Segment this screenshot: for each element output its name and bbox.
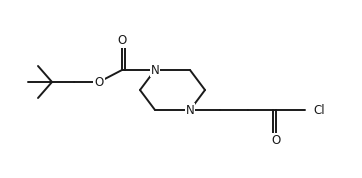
Text: O: O — [117, 35, 127, 48]
Text: Cl: Cl — [313, 103, 325, 116]
Text: N: N — [151, 64, 159, 77]
Text: O: O — [94, 75, 104, 88]
Text: O: O — [272, 134, 281, 146]
Text: N: N — [186, 103, 194, 116]
